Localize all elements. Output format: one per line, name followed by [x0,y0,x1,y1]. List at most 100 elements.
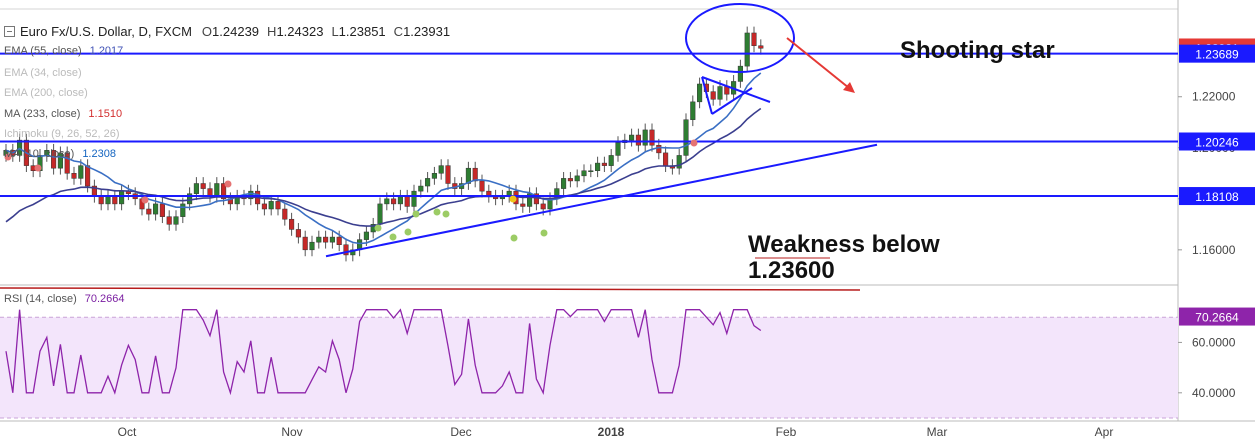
weakness-annotation-line1: Weakness below [748,231,940,258]
candle-body [282,208,288,220]
rsi-label-text: RSI (14, close) [4,293,77,305]
time-axis-label: 2018 [598,425,625,439]
candle-body [98,196,104,205]
indicator-label: MA (10, close) [4,148,75,160]
rsi-value-tag [1179,307,1255,326]
candle-body [527,193,533,207]
price-label-bg [1179,187,1255,206]
high-value: 1.24323 [276,23,324,39]
price-label-text: 1.20246 [1195,135,1239,149]
candle-body [316,236,322,243]
candle-body [153,203,159,215]
candle-body [676,155,682,169]
candle-body [608,155,614,166]
time-axis-label: Oct [118,425,137,439]
shooting-star-circle [685,3,795,73]
ma10-line [5,72,762,245]
rsi-tick-label: 60.0000 [1192,335,1236,349]
fractal-dot [34,164,42,172]
candle-body [751,32,757,46]
candle-body [214,183,220,197]
candle-body [363,231,369,240]
fractal-dot [412,210,420,218]
candle-body [343,244,349,256]
candle-body [717,86,723,100]
candle-body [601,162,607,166]
candle-body [105,196,111,205]
candle-body [391,198,397,205]
indicator-label: MA (233, close) [4,108,81,120]
pennant-lower-line [711,87,753,115]
rsi-tick-label: 40.0000 [1192,386,1236,400]
low-label: L [331,23,339,39]
fractal-dot [540,229,548,237]
fractal-dot [509,195,517,203]
candle-body [758,45,764,49]
high-label: H [267,23,277,39]
candle-body [697,83,703,103]
price-label-bg [1179,44,1255,63]
candle-body [146,208,152,215]
candle-body [193,183,199,194]
indicator-ema200[interactable]: EMA (200, close) [4,87,88,99]
candle-body [656,144,662,154]
indicator-label: Ichimoku (9, 26, 52, 26) [4,128,120,140]
candle-body [710,91,716,100]
candle-body [377,203,383,225]
indicator-ema55[interactable]: EMA (55, close) 1.2017 [4,45,123,57]
candle-body [329,236,335,243]
candle-body [64,152,70,174]
pennant-upper-line [701,76,771,103]
candle-body [425,178,431,187]
candle-body [119,190,125,205]
low-value: 1.23851 [338,23,386,39]
candle-body [289,218,295,230]
fractal-dot [510,234,518,242]
candle-body [404,196,410,207]
candle-body [187,193,193,205]
price-label-bg [1179,132,1255,151]
price-label-text: 1.23689 [1195,48,1239,62]
shooting-star-annotation: Shooting star [900,37,1055,64]
candle-body [159,203,165,217]
candle-body [520,203,526,207]
collapse-icon[interactable] [4,25,15,37]
fractal-dot [433,208,441,216]
price-tick-label: 1.22000 [1192,90,1236,104]
candle-body [418,185,424,192]
fractal-dot [374,224,382,232]
candle-body [51,150,57,169]
candle-body [200,183,206,189]
fractal-dot [224,180,232,188]
candle-body [663,152,669,166]
candle-body [445,165,451,184]
candle-body [472,167,478,182]
rsi-value-tag-text: 70.2664 [1195,311,1239,325]
indicator-label: EMA (55, close) [4,45,82,57]
indicator-ema34[interactable]: EMA (34, close) [4,67,82,79]
ema55-line [5,107,762,227]
indicator-value: 1.2308 [82,148,116,160]
rsi-band [0,317,1178,418]
candle-body [683,119,689,156]
indicator-ichimoku[interactable]: Ichimoku (9, 26, 52, 26) [4,128,120,140]
candle-body [112,196,118,205]
candle-body [431,173,437,179]
candle-body [465,167,471,184]
time-axis-label: Dec [450,425,471,439]
indicator-ma10[interactable]: MA (10, close) 1.2308 [4,148,116,160]
candle-body [275,201,281,210]
candle-body [78,165,84,179]
candle-body [411,190,417,207]
candle-body [615,142,621,156]
time-axis-label: Feb [776,425,797,439]
indicator-ma233[interactable]: MA (233, close) 1.1510 [4,108,122,120]
weakness-annotation-line2: 1.23600 [748,257,835,284]
candle-body [595,162,601,171]
candle-body [85,165,91,187]
candle-body [261,203,267,210]
rsi-label[interactable]: RSI (14, close) 70.2664 [4,293,125,305]
